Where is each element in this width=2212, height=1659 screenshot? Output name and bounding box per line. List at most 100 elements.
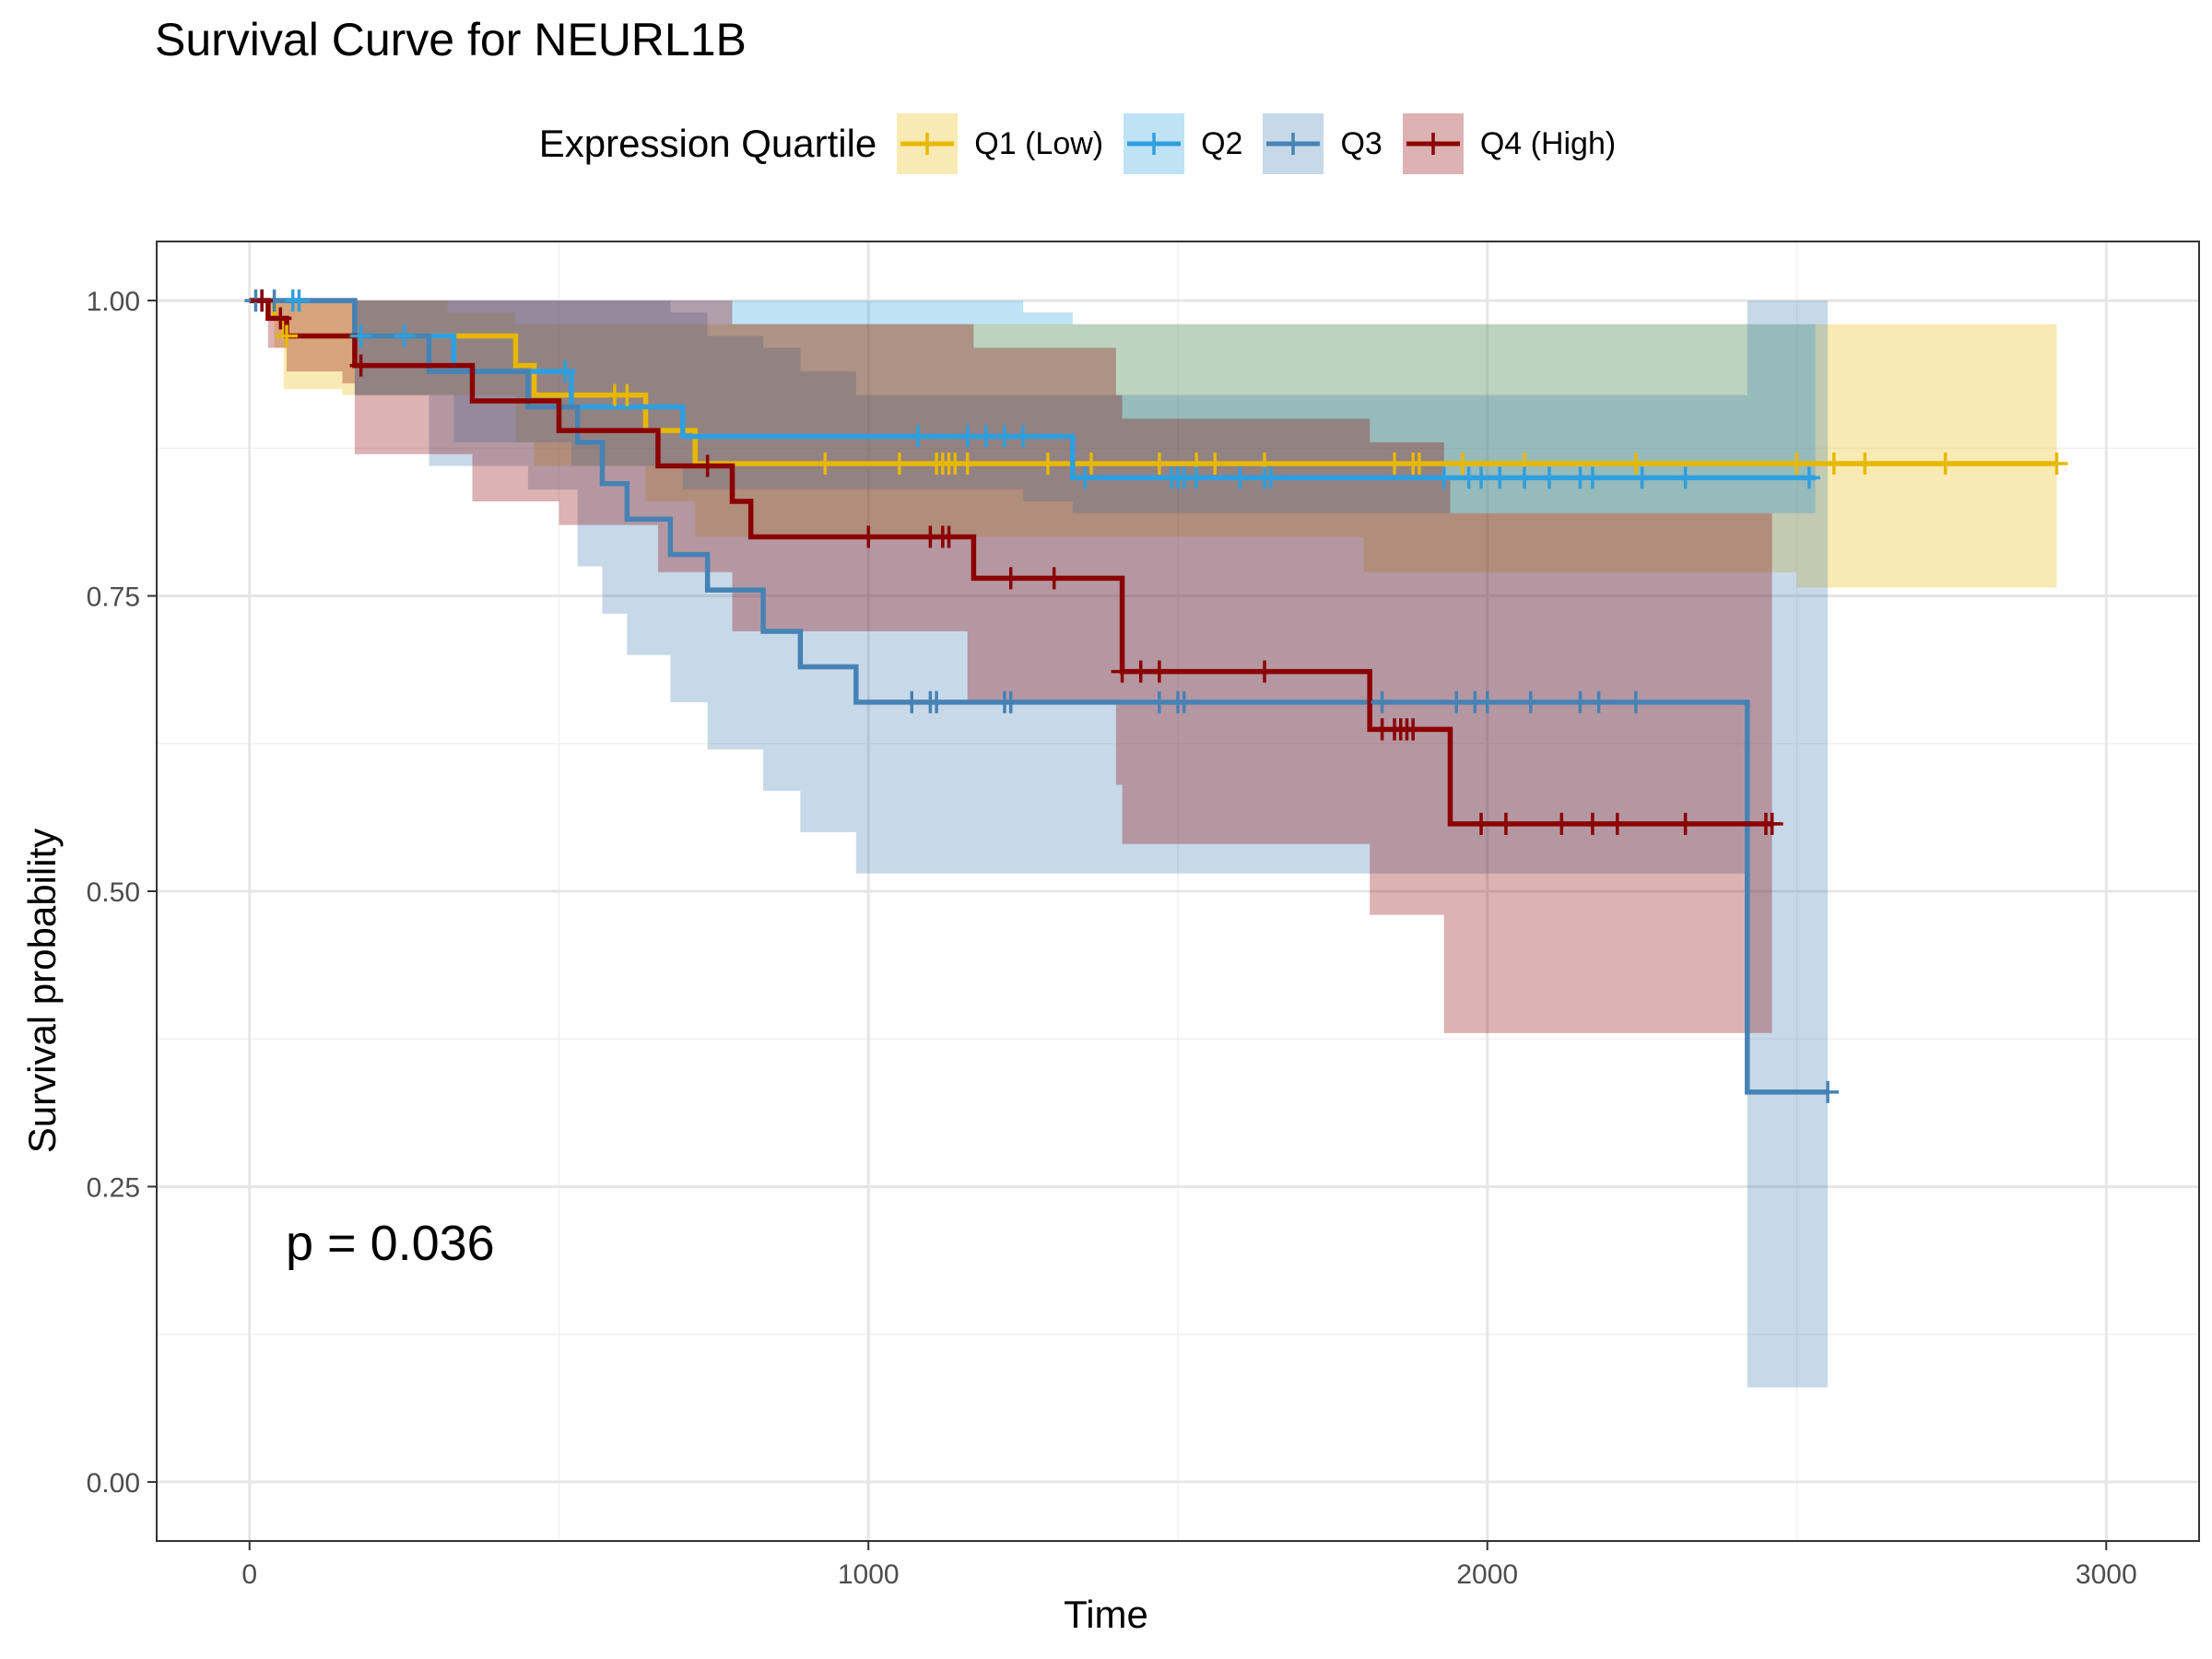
censor-mark	[999, 567, 1022, 590]
censor-mark	[1934, 452, 1957, 475]
censor-mark	[1253, 660, 1277, 683]
censor-mark	[1129, 660, 1152, 683]
censor-mark	[1036, 452, 1059, 475]
legend-label-3: Q4 (High)	[1479, 125, 1617, 161]
censor-mark	[1817, 1080, 1840, 1103]
censor-mark	[616, 383, 639, 406]
censor-mark	[999, 690, 1022, 713]
censor-mark	[1537, 466, 1560, 489]
censor-mark	[1432, 466, 1455, 489]
survival-line-2	[249, 298, 1829, 1095]
censor-mark	[276, 324, 299, 347]
p-value-annotation: p = 0.036	[286, 1216, 495, 1271]
censor-mark	[1822, 452, 1845, 475]
censor-mark	[696, 454, 719, 477]
censor-mark	[974, 425, 997, 448]
ci-band-0	[249, 300, 2057, 588]
censor-mark	[1624, 690, 1647, 713]
censor-mark	[393, 324, 416, 347]
x-tick-label: 0	[241, 1559, 257, 1590]
censor-mark	[1451, 452, 1474, 475]
legend-label-0: Q1 (Low)	[974, 125, 1104, 161]
censor-mark	[1581, 812, 1604, 835]
censor-mark	[1402, 718, 1425, 741]
censor-mark	[1079, 452, 1102, 475]
censor-mark	[900, 690, 924, 713]
y-tick-label: 1.00	[87, 287, 140, 317]
censor-mark	[251, 289, 274, 312]
censor-mark	[1074, 466, 1097, 489]
legend-item-0: Q1 (Low)	[897, 113, 1103, 174]
censor-mark	[1470, 466, 1493, 489]
censor-mark	[956, 425, 979, 448]
censor-mark	[925, 690, 948, 713]
censor-mark	[1853, 452, 1877, 475]
legend: Expression Quartile Q1 (Low) Q2	[0, 111, 2212, 177]
ci-band-1	[249, 300, 1816, 608]
censor-mark	[1172, 690, 1195, 713]
censor-mark	[1204, 452, 1227, 475]
legend-item-1: Q2	[1124, 113, 1242, 174]
censor-mark	[1229, 466, 1252, 489]
chart-title: Survival Curve for NEURL1B	[155, 14, 747, 65]
legend-key-0	[897, 113, 959, 174]
censor-mark	[349, 354, 372, 377]
censor-mark	[1147, 660, 1171, 683]
censor-mark	[1147, 452, 1171, 475]
y-tick-label: 0.75	[87, 582, 140, 613]
censor-mark	[1476, 690, 1499, 713]
censor-mark	[1606, 812, 1629, 835]
legend-item-2: Q3	[1263, 113, 1382, 174]
censor-mark	[1760, 812, 1783, 835]
x-tick-label: 1000	[838, 1559, 900, 1590]
censor-mark	[1470, 812, 1493, 835]
censor-mark	[349, 324, 372, 347]
legend-label-1: Q2	[1201, 125, 1243, 161]
censor-mark	[1383, 452, 1406, 475]
censor-mark	[857, 525, 880, 548]
censor-mark	[269, 307, 292, 330]
censor-mark	[1674, 812, 1697, 835]
confidence-bands	[249, 300, 2057, 1388]
censor-mark	[1797, 466, 1820, 489]
censor-mark	[1012, 425, 1035, 448]
y-tick-label: 0.25	[87, 1172, 140, 1203]
censor-mark	[554, 360, 577, 382]
censor-mark	[1519, 690, 1542, 713]
censor-mark	[1111, 660, 1134, 683]
ci-band-2	[249, 300, 1829, 1388]
legend-title: Expression Quartile	[538, 122, 877, 165]
legend-key-3	[1402, 113, 1464, 174]
censor-mark	[1445, 690, 1468, 713]
censor-mark	[937, 525, 960, 548]
y-tick-label: 0.00	[87, 1468, 140, 1499]
censor-mark	[1624, 452, 1647, 475]
x-axis-title: Time	[1064, 1593, 1148, 1636]
censor-mark	[1147, 690, 1171, 713]
censor-mark	[1550, 812, 1573, 835]
censor-mark	[888, 452, 911, 475]
censor-mark	[906, 425, 929, 448]
censor-mark	[956, 452, 979, 475]
y-axis-title: Survival probability	[20, 828, 64, 1154]
censor-mark	[288, 289, 311, 312]
censor-mark	[1569, 690, 1592, 713]
censor-mark	[993, 425, 1016, 448]
survival-line-3	[249, 298, 1772, 827]
censor-mark	[1371, 690, 1394, 713]
ci-band-3	[249, 300, 1772, 1033]
censor-mark	[1185, 466, 1208, 489]
censor-mark	[1494, 812, 1517, 835]
axis-ticks: 0 1000 2000 3000 0.00 0.25 0.50 0.75 1.00	[87, 287, 2137, 1590]
censor-mark	[1488, 466, 1512, 489]
legend-key-2	[1263, 113, 1324, 174]
legend-key-1	[1124, 113, 1185, 174]
censor-mark	[1785, 452, 1808, 475]
censor-marks	[244, 289, 2068, 1103]
x-tick-label: 2000	[1456, 1559, 1518, 1590]
y-tick-label: 0.50	[87, 877, 140, 908]
censor-mark	[1587, 690, 1610, 713]
censor-mark	[1513, 466, 1536, 489]
x-tick-label: 3000	[2076, 1559, 2137, 1590]
